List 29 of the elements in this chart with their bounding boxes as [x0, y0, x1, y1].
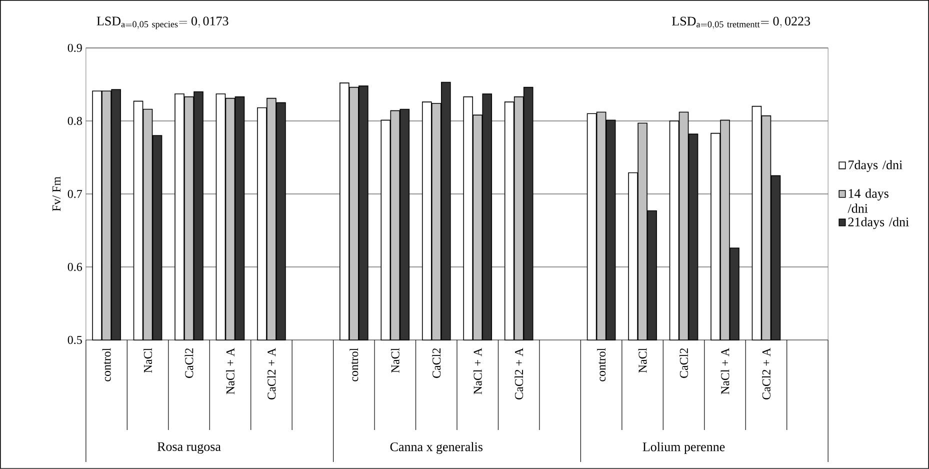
text: $\mathrm{LSD}_{\mathrm{a=0,05\ tretmentt}}\mathrm{=0,0223}$ — [672, 16, 810, 30]
x-tick-label: control — [102, 348, 111, 382]
x-tick-label: CaCl2 — [432, 348, 441, 378]
text: Rosa rugosa — [157, 442, 221, 454]
legend-label: 7days /dni — [848, 160, 902, 172]
x-tick-label: control — [597, 348, 606, 382]
x-tick-label: NaCl + A — [473, 348, 482, 394]
x-tick-label: NaCl — [390, 348, 400, 373]
x-tick-label: NaCl — [638, 348, 647, 373]
x-tick-label: NaCl — [144, 348, 152, 373]
y-tick-label: 0.7 — [68, 190, 82, 198]
x-tick-label: control — [350, 348, 358, 382]
x-tick-label: NaCl + A — [226, 348, 234, 394]
y-tick-label: 0.5 — [68, 336, 82, 344]
text: Canna x generalis — [390, 442, 483, 454]
y-axis-title: Fv/ Fm — [52, 176, 61, 212]
x-tick-label: CaCl2 + A — [267, 348, 276, 400]
x-tick-label: NaCl + A — [720, 348, 730, 394]
x-tick-label: CaCl2 — [184, 348, 194, 378]
y-tick-label: 0.9 — [68, 44, 82, 52]
text: Lolium perenne — [642, 442, 725, 454]
x-tick-label: CaCl2 + A — [514, 348, 524, 400]
legend-label: 14 days /dni — [848, 188, 888, 213]
x-tick-label: CaCl2 — [680, 348, 688, 378]
y-tick-label: 0.6 — [68, 262, 82, 272]
text: $\mathrm{LSD}_{\mathrm{a=0,05\ species}}\mathrm{=0,0173}$ — [96, 16, 228, 30]
x-tick-label: CaCl2 + A — [762, 348, 770, 400]
y-tick-label: 0.8 — [68, 116, 82, 126]
legend-label: 21days /dni — [848, 217, 909, 230]
